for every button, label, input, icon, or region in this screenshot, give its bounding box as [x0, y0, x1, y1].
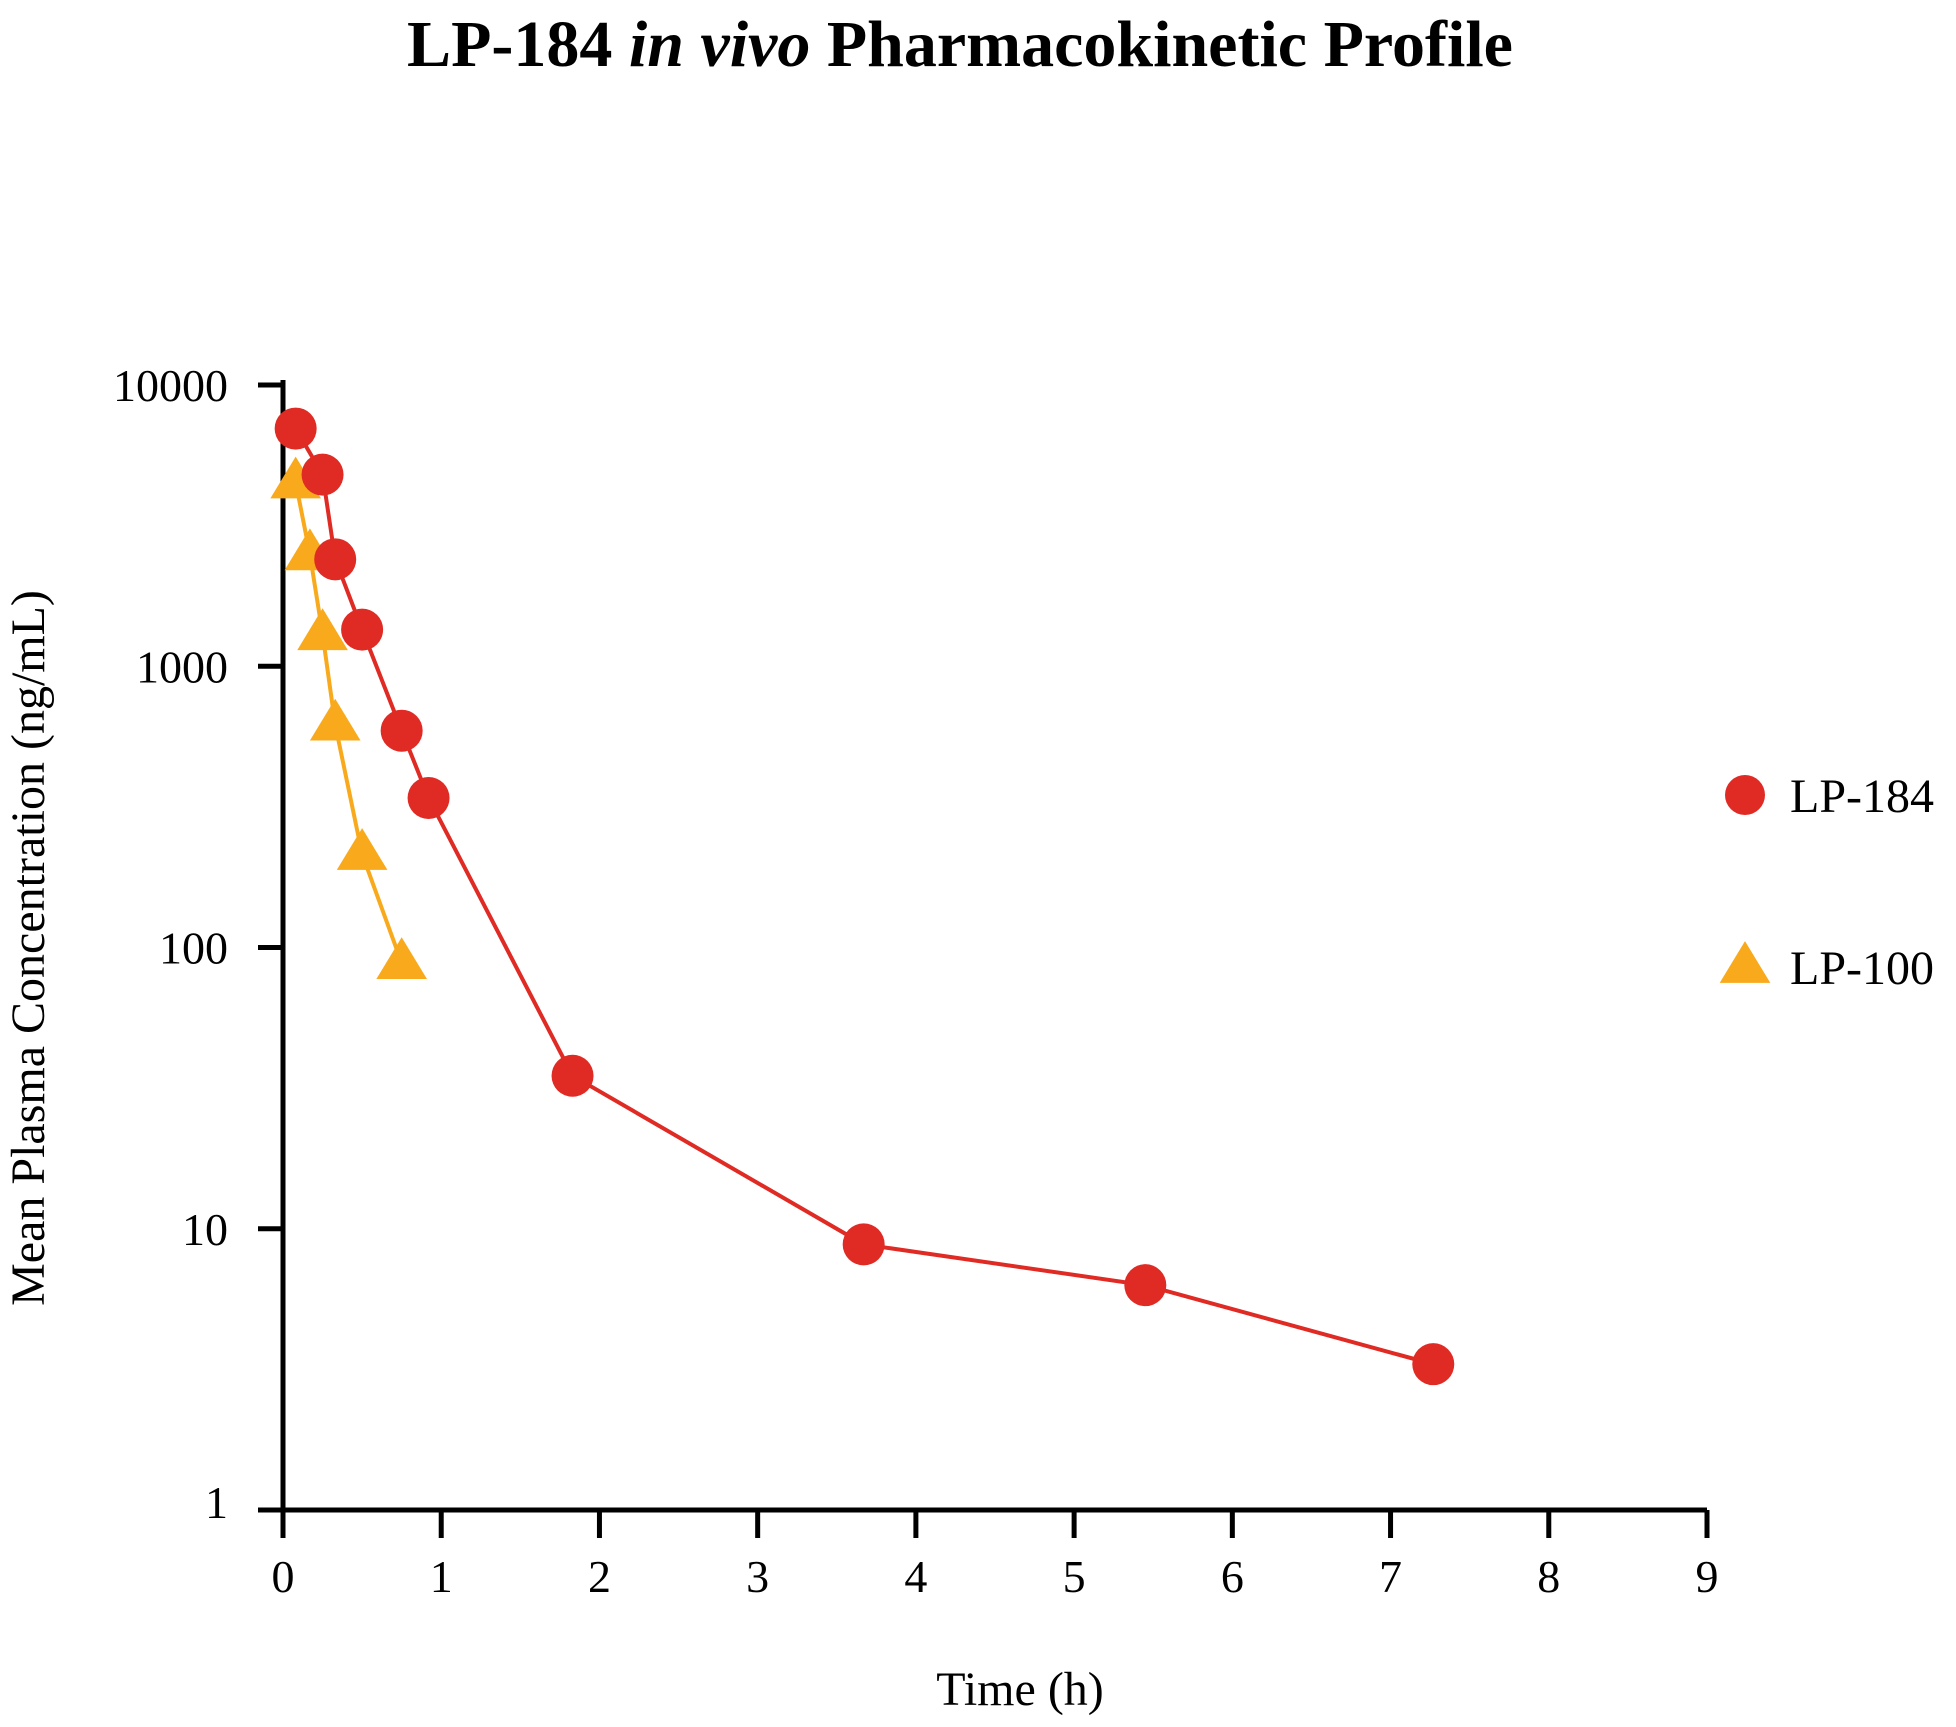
x-tick-label: 4: [904, 1551, 927, 1602]
data-point: [309, 698, 361, 741]
data-point: [376, 937, 427, 979]
data-point: [297, 608, 348, 651]
axes: [280, 380, 1707, 1513]
title-part-2: in vivo: [629, 8, 810, 81]
y-axis-label: Mean Plasma Concentration (ng/mL): [2, 590, 55, 1306]
y-ticks: 1 10 100 1000 10000: [113, 360, 283, 1528]
legend: LP-184 LP-100: [1719, 770, 1934, 995]
legend-marker: [1719, 941, 1771, 983]
data-point: [314, 538, 357, 581]
legend-marker: [1725, 775, 1765, 815]
y-tick-label: 1000: [136, 641, 228, 692]
series-lp-100: [270, 456, 427, 979]
x-tick-label: 2: [588, 1551, 611, 1602]
title-part-3: Pharmacokinetic Profile: [810, 8, 1513, 81]
x-tick-label: 8: [1537, 1551, 1560, 1602]
series-line: [293, 427, 1434, 1367]
data-point: [301, 453, 344, 496]
title-part-1: LP-184: [407, 8, 629, 81]
data-point: [1124, 1264, 1167, 1307]
chart-title: LP-184 in vivo Pharmacokinetic Profile: [407, 8, 1513, 81]
x-tick-label: 5: [1063, 1551, 1086, 1602]
legend-item: LP-100: [1719, 941, 1934, 995]
data-point: [407, 777, 450, 820]
x-tick-label: 3: [746, 1551, 769, 1602]
data-point: [1412, 1343, 1455, 1386]
x-ticks: 0 1 2 3 4 5 6 7 8 9: [272, 1510, 1719, 1602]
data-point: [380, 709, 423, 752]
data-point: [341, 608, 384, 651]
x-tick-label: 1: [430, 1551, 453, 1602]
x-tick-label: 6: [1221, 1551, 1244, 1602]
data-point: [274, 407, 317, 450]
x-tick-label: 9: [1696, 1551, 1719, 1602]
legend-label: LP-100: [1790, 942, 1934, 995]
y-tick-label: 100: [159, 923, 228, 974]
data-point: [336, 828, 388, 870]
legend-item: LP-184: [1725, 770, 1934, 823]
series-layer: [270, 407, 1455, 1386]
legend-label: LP-184: [1790, 770, 1934, 823]
y-tick-label: 10: [182, 1204, 228, 1255]
y-tick-label: 10000: [113, 360, 228, 411]
data-point: [842, 1223, 885, 1266]
x-tick-label: 0: [272, 1551, 295, 1602]
data-point: [551, 1054, 594, 1097]
series-lp-184: [274, 407, 1455, 1386]
x-tick-label: 7: [1379, 1551, 1402, 1602]
y-tick-label: 1: [205, 1477, 228, 1528]
x-axis-label: Time (h): [936, 1663, 1104, 1716]
